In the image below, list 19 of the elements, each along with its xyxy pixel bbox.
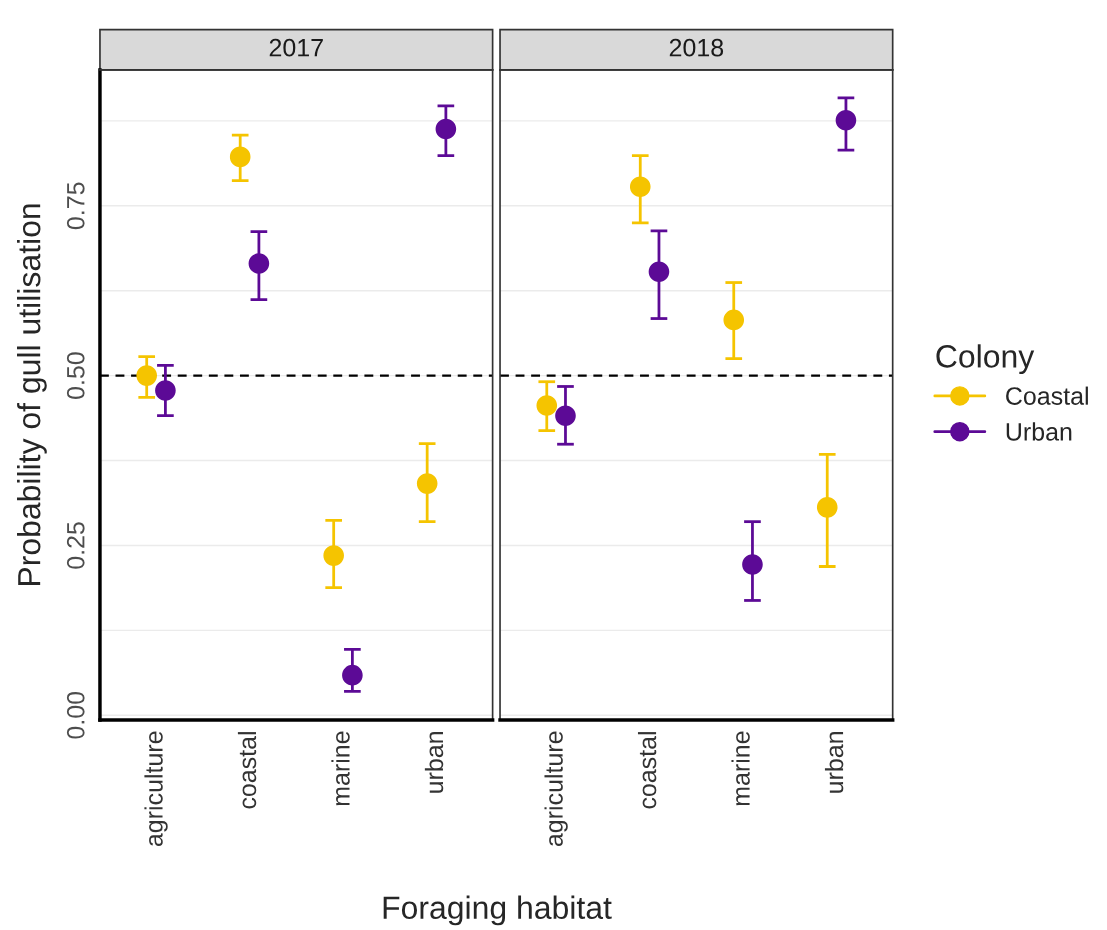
x-axis-title: Foraging habitat xyxy=(383,895,612,926)
chart-title: 2017 xyxy=(269,38,323,57)
x-tick-label: urban xyxy=(824,732,844,793)
legend-title: Colony xyxy=(936,344,1035,375)
y-tick-label: 0.75 xyxy=(66,182,85,230)
y-tick-label: 0.00 xyxy=(66,691,85,739)
legend-label: Urban xyxy=(1006,422,1072,441)
y-tick-label: 0.25 xyxy=(66,522,85,569)
x-tick-label: urban xyxy=(424,732,444,793)
x-tick-label: marine xyxy=(331,731,350,806)
x-tick-label: agriculture xyxy=(544,731,568,847)
y-tick-label: 0.50 xyxy=(66,352,85,399)
x-tick-label: marine xyxy=(731,731,750,806)
x-tick-label: coastal xyxy=(637,732,657,809)
x-tick-label: agriculture xyxy=(144,731,168,847)
legend-label: Coastal xyxy=(1006,386,1088,405)
y-axis-title: Probability of gull utilisation xyxy=(17,204,47,585)
x-tick-label: coastal xyxy=(237,732,257,809)
chart-title: 2018 xyxy=(669,38,724,57)
